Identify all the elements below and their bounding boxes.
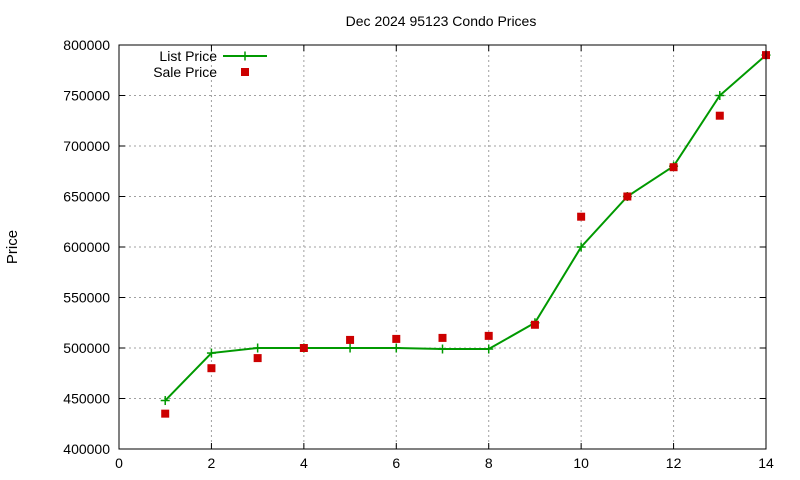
sale-price-point (299, 344, 308, 352)
y-tick-label: 800000 (63, 37, 110, 53)
sale-price-point (577, 212, 586, 221)
list-price-point (160, 396, 170, 406)
grid-lines (119, 45, 766, 449)
list-price-line (164, 54, 767, 402)
list-price-point (576, 242, 586, 252)
sale-price-point (161, 409, 170, 418)
y-tick-label: 500000 (63, 340, 110, 356)
y-tick-label: 450000 (63, 391, 110, 407)
y-tick-label: 750000 (63, 88, 110, 104)
series-sale-price (161, 51, 770, 418)
list-price-point (345, 343, 355, 353)
y-tick-label: 700000 (63, 138, 110, 154)
data-series (160, 50, 771, 418)
sale-price-point (346, 335, 355, 344)
chart-title: Dec 2024 95123 Condo Prices (346, 13, 537, 29)
list-price-point (715, 91, 725, 100)
axis-ticks: 0 2 4 6 8 10 12 14 400000 450000 500000 550000 60000… (63, 37, 774, 471)
sale-price-point (438, 333, 447, 342)
y-tick-label: 650000 (63, 189, 110, 205)
list-price-point (484, 344, 494, 354)
x-tick-label: 8 (485, 455, 493, 471)
sale-price-point (253, 354, 262, 363)
list-price-point (206, 348, 216, 358)
sale-price-point (484, 331, 493, 340)
sale-price-point (207, 364, 216, 373)
x-tick-label: 2 (208, 455, 216, 471)
x-tick-label: 6 (392, 455, 400, 471)
y-tick-label: 550000 (63, 290, 110, 306)
legend-square-marker (241, 68, 249, 76)
x-tick-label: 4 (300, 455, 308, 471)
x-tick-label: 12 (666, 455, 682, 471)
legend-plus-marker (240, 51, 250, 61)
x-tick-label: 14 (758, 455, 774, 471)
sale-price-point (392, 334, 401, 343)
sale-price-point (669, 163, 678, 172)
x-tick-label: 10 (573, 455, 589, 471)
y-tick-label: 600000 (63, 239, 110, 255)
plot-frame (118, 44, 767, 450)
list-price-point (391, 343, 401, 353)
legend-label: Sale Price (153, 64, 217, 80)
series-list-price (160, 50, 771, 406)
y-axis-label: Price (4, 230, 21, 264)
legend-label: List Price (159, 48, 217, 64)
sale-price-point (530, 320, 539, 329)
list-price-point (438, 344, 447, 354)
y-tick-label: 400000 (63, 441, 110, 457)
sale-price-point (623, 192, 632, 201)
list-price-point (253, 343, 263, 353)
x-tick-label: 0 (115, 455, 123, 471)
sale-price-point (715, 111, 724, 120)
